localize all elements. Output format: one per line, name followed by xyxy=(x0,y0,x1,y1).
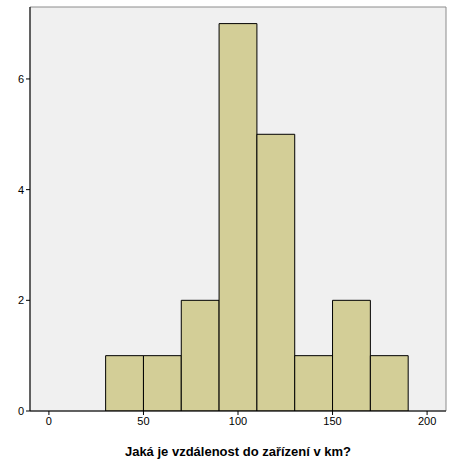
svg-text:200: 200 xyxy=(418,415,436,427)
svg-text:Jaká je vzdálenost do zařízení: Jaká je vzdálenost do zařízení v km? xyxy=(125,444,351,459)
svg-text:50: 50 xyxy=(137,415,149,427)
svg-text:0: 0 xyxy=(18,405,24,417)
svg-text:100: 100 xyxy=(229,415,247,427)
svg-text:4: 4 xyxy=(18,184,24,196)
svg-text:2: 2 xyxy=(18,294,24,306)
svg-text:150: 150 xyxy=(323,415,341,427)
svg-text:0: 0 xyxy=(46,415,52,427)
svg-text:6: 6 xyxy=(18,73,24,85)
